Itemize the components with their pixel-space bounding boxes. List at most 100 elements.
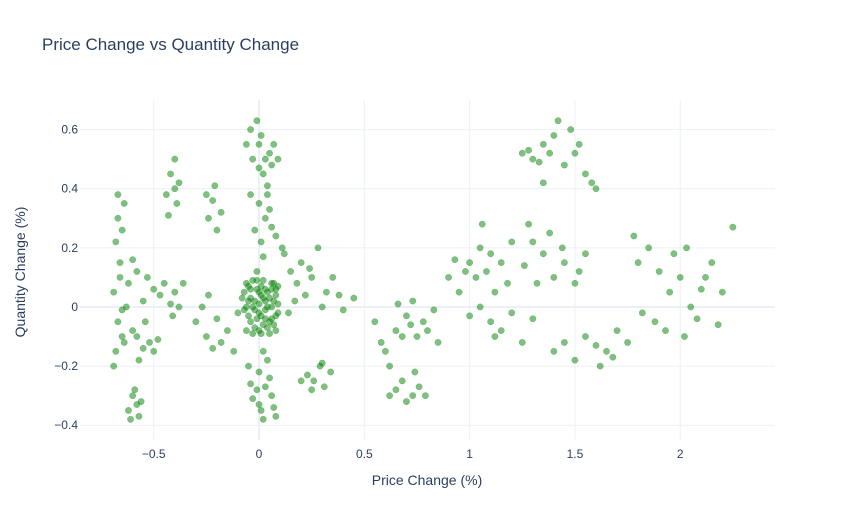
- scatter-point: [257, 330, 265, 338]
- scatter-point: [308, 273, 316, 281]
- scatter-point: [270, 140, 278, 148]
- scatter-point: [257, 238, 265, 246]
- scatter-point: [253, 276, 261, 284]
- scatter-point: [638, 309, 646, 317]
- scatter-point: [266, 149, 273, 157]
- scatter-point: [118, 306, 126, 314]
- scatter-point: [472, 273, 480, 281]
- scatter-point: [491, 288, 499, 296]
- scatter-point: [708, 259, 716, 267]
- scatter-point: [261, 214, 269, 222]
- scatter-point: [116, 273, 124, 281]
- scatter-point: [127, 415, 134, 423]
- scatter-point: [211, 182, 219, 190]
- scatter-point: [483, 268, 490, 275]
- scatter-point: [135, 412, 143, 420]
- scatter-point: [304, 371, 311, 379]
- scatter-point: [274, 309, 282, 317]
- chart-title: Price Change vs Quantity Change: [42, 35, 299, 54]
- scatter-point: [377, 338, 385, 346]
- scatter-point: [110, 362, 118, 370]
- scatter-point: [160, 279, 168, 287]
- scatter-point: [131, 386, 139, 394]
- x-tick-label: −0.5: [142, 447, 166, 461]
- scatter-point: [129, 256, 137, 264]
- scatter-point: [272, 412, 280, 420]
- scatter-point: [525, 220, 533, 228]
- scatter-point: [421, 392, 429, 400]
- scatter-point: [297, 259, 305, 267]
- scatter-point: [150, 347, 158, 355]
- scatter-point: [687, 303, 695, 311]
- scatter-point: [394, 300, 402, 308]
- scatter-point: [274, 155, 282, 163]
- scatter-point: [729, 223, 737, 231]
- scatter-point: [697, 285, 705, 293]
- scatter-point: [253, 315, 261, 323]
- scatter-point: [259, 253, 267, 261]
- scatter-point: [575, 268, 583, 275]
- scatter-point: [683, 244, 690, 252]
- scatter-point: [539, 140, 547, 148]
- scatter-point: [255, 288, 263, 296]
- scatter-point: [192, 318, 200, 326]
- scatter-point: [670, 250, 678, 258]
- scatter-point: [662, 327, 669, 335]
- scatter-point: [327, 368, 335, 376]
- scatter-point: [550, 132, 558, 139]
- scatter-point: [297, 377, 305, 385]
- scatter-point: [476, 244, 484, 252]
- scatter-point: [278, 244, 286, 252]
- scatter-point: [253, 386, 261, 394]
- scatter-point: [217, 338, 225, 346]
- scatter-point: [582, 250, 589, 258]
- scatter-point: [255, 140, 263, 148]
- scatter-point: [407, 321, 415, 329]
- scatter-point: [247, 126, 255, 134]
- scatter-point: [525, 146, 533, 154]
- scatter-point: [268, 223, 276, 231]
- scatter-point: [141, 318, 149, 326]
- scatter-point: [261, 306, 269, 314]
- scatter-point: [320, 383, 328, 391]
- scatter-point: [630, 232, 638, 240]
- scatter-point: [129, 327, 137, 335]
- scatter-point: [314, 244, 322, 252]
- x-tick-label: 1.5: [567, 447, 584, 461]
- scatter-point: [518, 149, 526, 157]
- scatter-point: [666, 288, 674, 296]
- scatter-point: [655, 268, 663, 275]
- scatter-point: [592, 185, 600, 193]
- scatter-point: [114, 214, 122, 222]
- scatter-point: [202, 191, 210, 199]
- scatter-point: [386, 392, 394, 400]
- scatter-point: [455, 288, 463, 296]
- scatter-point: [251, 297, 259, 305]
- scatter-point: [249, 395, 257, 403]
- scatter-point: [535, 158, 543, 166]
- scatter-point: [386, 362, 394, 370]
- scatter-point: [518, 338, 526, 346]
- scatter-point: [263, 356, 271, 364]
- scatter-point: [508, 238, 516, 246]
- x-axis-label: Price Change (%): [372, 472, 483, 488]
- scatter-point: [451, 256, 459, 264]
- scatter-point: [223, 327, 231, 335]
- scatter-point: [259, 170, 267, 178]
- scatter-point: [529, 155, 537, 163]
- scatter-point: [209, 344, 217, 352]
- scatter-point: [247, 380, 255, 388]
- scatter-point: [253, 117, 261, 125]
- scatter-point: [487, 318, 495, 326]
- scatter-point: [213, 226, 221, 234]
- scatter-point: [293, 279, 301, 287]
- scatter-point: [714, 321, 722, 329]
- scatter-point: [508, 309, 516, 317]
- x-tick-label: 1: [466, 447, 473, 461]
- scatter-point: [550, 347, 558, 355]
- scatter-point: [409, 297, 417, 305]
- scatter-point: [205, 291, 212, 299]
- scatter-point: [588, 179, 596, 187]
- scatter-point: [645, 244, 653, 252]
- scatter-point: [268, 392, 276, 400]
